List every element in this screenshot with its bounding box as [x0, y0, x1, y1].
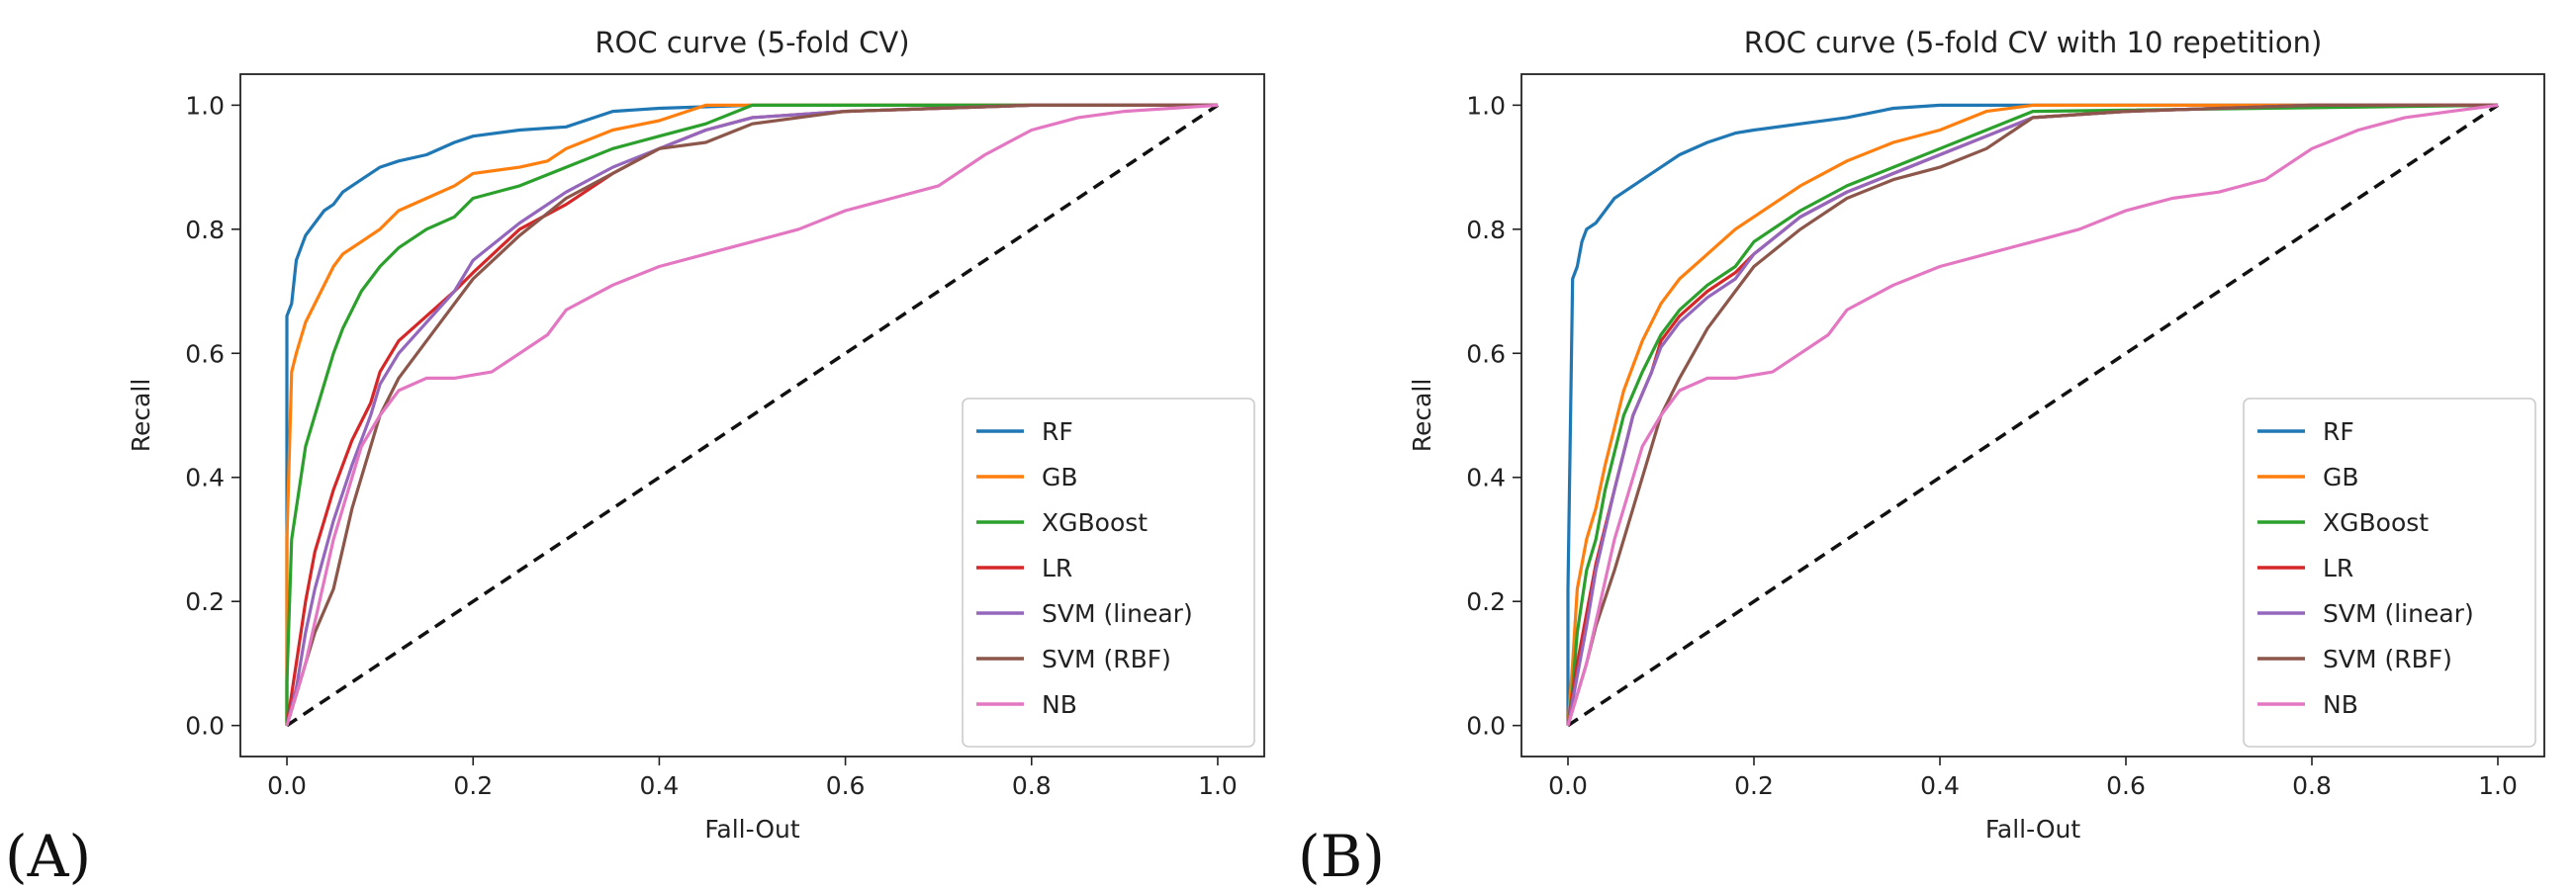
- legend-label: SVM (linear): [1042, 599, 1193, 628]
- x-axis-label: Fall-Out: [704, 815, 800, 844]
- x-axis-label: Fall-Out: [1985, 815, 2081, 844]
- x-tick-label: 0.0: [1548, 771, 1588, 800]
- series-line-gb: [285, 103, 1218, 726]
- chart-title: ROC curve (5-fold CV with 10 repetition): [1744, 26, 2323, 59]
- legend-label: LR: [1042, 554, 1072, 582]
- x-tick-label: 0.2: [1734, 771, 1774, 800]
- x-tick-label: 0.2: [453, 771, 493, 800]
- panel-letter: (A): [5, 823, 91, 890]
- legend-label: XGBoost: [1042, 508, 1148, 537]
- y-axis-label: Recall: [127, 379, 155, 453]
- legend-label: GB: [2323, 463, 2359, 491]
- y-tick-label: 1.0: [1466, 91, 1506, 120]
- y-tick-label: 0.8: [185, 216, 225, 244]
- y-tick-label: 0.0: [185, 712, 225, 741]
- legend-label: RF: [2323, 417, 2354, 446]
- panel-letter: (B): [1298, 823, 1385, 890]
- legend-label: LR: [2323, 554, 2353, 582]
- x-tick-label: 0.4: [640, 771, 680, 800]
- y-tick-label: 0.8: [1466, 216, 1506, 244]
- x-tick-label: 0.6: [826, 771, 866, 800]
- x-tick-label: 0.6: [2106, 771, 2146, 800]
- series-line-xgboost: [285, 103, 1218, 726]
- x-tick-label: 1.0: [2478, 771, 2518, 800]
- series-line-gb: [1566, 103, 2498, 726]
- legend-label: NB: [1042, 690, 1077, 719]
- chance-diagonal-line: [1567, 103, 2499, 728]
- y-tick-label: 0.6: [1466, 339, 1506, 368]
- y-tick-label: 0.4: [1466, 464, 1506, 492]
- plot-frame: [239, 73, 1265, 758]
- legend: RF GB XGBoost LR SVM (linear) SVM (RBF) NB: [2243, 398, 2536, 748]
- y-tick-label: 0.6: [185, 339, 225, 368]
- series-line-svm-linear: [285, 103, 1218, 726]
- series-line-nb: [1566, 103, 2499, 727]
- x-tick-label: 0.0: [267, 771, 307, 800]
- y-tick-label: 0.2: [185, 587, 225, 616]
- legend: RF GB XGBoost LR SVM (linear) SVM (RBF) NB: [962, 398, 1255, 748]
- legend-label: SVM (RBF): [1042, 645, 1171, 673]
- x-tick-label: 0.4: [1920, 771, 1960, 800]
- series-line-rf: [285, 103, 1218, 726]
- y-tick-label: 0.2: [1466, 587, 1506, 616]
- x-tick-label: 0.8: [1012, 771, 1052, 800]
- legend-label: NB: [2323, 690, 2358, 719]
- chart-panel-a: ROC curve (5-fold CV) 0.0 0.2 0.4 0.6 0.8 1.0 0…: [5, 26, 1265, 890]
- chance-diagonal-line: [286, 103, 1219, 728]
- series-line-xgboost: [1566, 103, 2499, 726]
- y-tick-label: 0.4: [185, 464, 225, 492]
- legend-label: RF: [1042, 417, 1073, 446]
- series-line-nb: [285, 103, 1219, 727]
- chart-panel-b: ROC curve (5-fold CV with 10 repetition)…: [1298, 26, 2545, 890]
- series-line-svm-linear: [1566, 103, 2498, 726]
- x-tick-label: 1.0: [1198, 771, 1238, 800]
- y-tick-label: 1.0: [185, 91, 225, 120]
- legend-label: SVM (linear): [2323, 599, 2474, 628]
- y-axis-label: Recall: [1408, 379, 1436, 453]
- series-line-rf: [1566, 103, 2498, 726]
- legend-label: SVM (RBF): [2323, 645, 2452, 673]
- series-line-svm-rbf: [285, 103, 1218, 727]
- y-tick-label: 0.0: [1466, 712, 1506, 741]
- plot-frame: [1520, 73, 2545, 758]
- chart-title: ROC curve (5-fold CV): [595, 26, 909, 59]
- legend-box: [2243, 398, 2536, 748]
- legend-label: GB: [1042, 463, 1078, 491]
- legend-box: [962, 398, 1255, 748]
- x-tick-label: 0.8: [2292, 771, 2332, 800]
- series-line-svm-rbf: [1566, 103, 2498, 727]
- legend-label: XGBoost: [2323, 508, 2429, 537]
